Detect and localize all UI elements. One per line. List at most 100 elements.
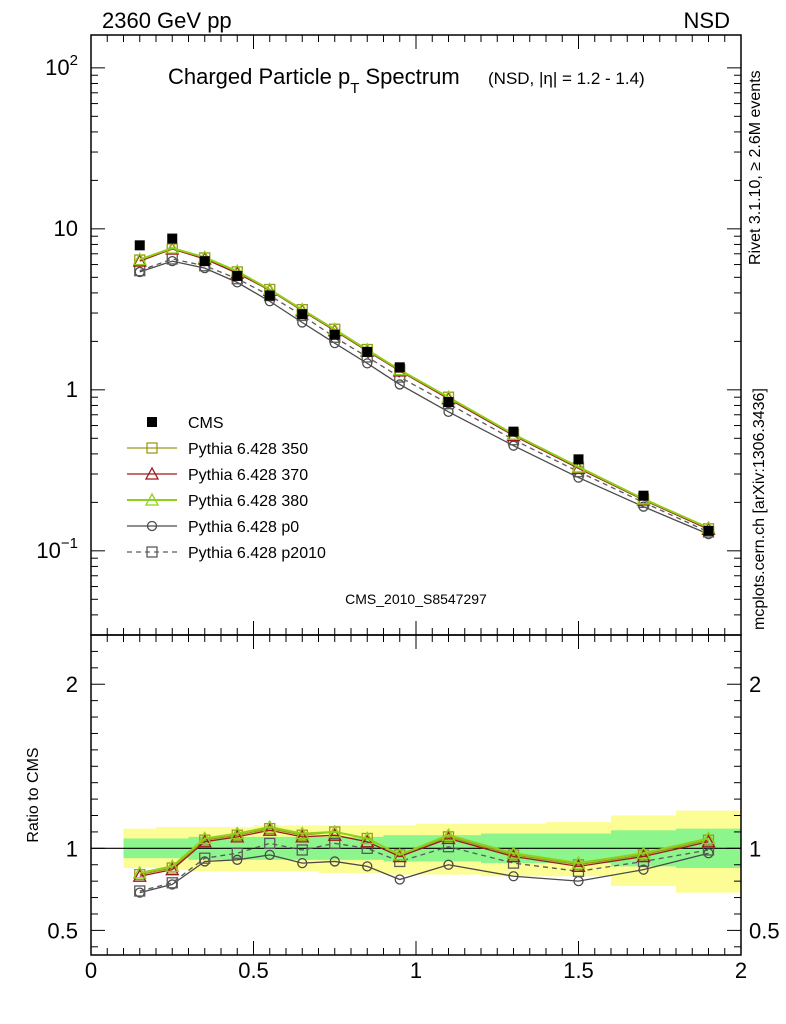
- title-main-prefix: Charged Particle p: [168, 64, 350, 89]
- main-point-cms-7: [362, 346, 373, 357]
- legend-marker-p380: [144, 492, 160, 506]
- header-right: NSD: [684, 8, 730, 33]
- ratio-point-p370-4: [262, 822, 277, 836]
- main-point-cms-4: [264, 290, 275, 301]
- main-point-cms-11: [573, 454, 584, 465]
- ratio-point-p2010-2: [199, 852, 211, 864]
- legend-label-p370: Pythia 6.428 370: [188, 467, 308, 484]
- ratio-line-p370: [139, 829, 709, 877]
- svg-text:Charged Particle pT Spectrum: Charged Particle pT Spectrum: [168, 64, 460, 97]
- legend-label-cms: CMS: [188, 415, 224, 432]
- header-left: 2360 GeV pp: [102, 8, 232, 33]
- x-tick-label-3: 1.5: [563, 958, 594, 983]
- main-point-p380-11: [571, 459, 586, 473]
- ratio-point-p370-10: [506, 849, 521, 863]
- ratio-point-p370-3: [230, 829, 245, 843]
- ratio-point-p0-7: [362, 861, 373, 872]
- ratio-point-p380-7: [360, 831, 375, 845]
- ratio-x-axis: 0 0.5 1 1.5 2: [85, 958, 747, 983]
- ratio-point-p380-5: [295, 826, 310, 840]
- legend-label-p2010: Pythia 6.428 p2010: [188, 545, 326, 562]
- x-tick-label-2: 1: [410, 958, 422, 983]
- main-point-cms-12: [638, 490, 649, 501]
- main-point-cms-5: [297, 309, 308, 320]
- ratio-point-p380-8: [392, 847, 407, 861]
- ratio-point-p370-8: [392, 849, 407, 863]
- ratio-point-p380-11: [571, 855, 586, 869]
- chart-title: Charged Particle pT Spectrum (NSD, |η| =…: [168, 64, 645, 97]
- main-line-p350: [139, 248, 709, 530]
- main-point-cms-2: [199, 256, 210, 267]
- main-point-p0-7: [362, 358, 373, 369]
- main-point-p370-0: [132, 253, 147, 267]
- ratio-ylabel: Ratio to CMS: [25, 747, 42, 842]
- ratio-point-p370-6: [327, 827, 342, 841]
- ratio-data-layer: [132, 819, 716, 898]
- ratio-ytick-label-right-1: 1: [749, 836, 761, 861]
- ratio-point-p0-3: [232, 854, 243, 865]
- legend-label-p380: Pythia 6.428 380: [188, 493, 308, 510]
- ratio-point-p0-9: [443, 859, 454, 870]
- title-qualifier: (NSD, |η| = 1.2 - 1.4): [488, 69, 645, 88]
- ratio-point-p370-9: [441, 831, 456, 845]
- legend: CMS Pythia 6.428 350 Pythia 6.428 370 Pythi…: [127, 415, 326, 562]
- ratio-point-p370-5: [295, 829, 310, 843]
- ratio-ytick-label-left-0: 0.5: [47, 918, 78, 943]
- ratio-panel: 0.5 0.5 1 1 2 2 0 0.5 1 1.5 2: [47, 634, 780, 983]
- main-ytick-label-2: 10: [54, 216, 78, 241]
- main-ytick-label-1: 1: [66, 377, 78, 402]
- ratio-ytick-label-right-0: 0.5: [749, 918, 780, 943]
- main-point-cms-0: [134, 240, 145, 251]
- ratio-point-p2010-5: [296, 844, 308, 856]
- ratio-point-p2010-3: [231, 847, 243, 859]
- main-ytick-label-0: 10−1: [36, 535, 78, 563]
- main-data-layer: [132, 233, 716, 540]
- main-y-axis: 10−1 1 10 102: [36, 52, 741, 636]
- ratio-ytick-label-right-2: 2: [749, 672, 761, 697]
- main-ytick-label-exp-3: 2: [70, 52, 78, 69]
- main-panel: 10−1 1 10 102: [36, 34, 742, 636]
- ratio-line-p380: [139, 825, 709, 874]
- ratio-frame-box: [90, 634, 742, 956]
- ratio-point-p370-1: [165, 862, 180, 876]
- main-point-cms-13: [703, 525, 714, 536]
- ratio-y-axis: 0.5 0.5 1 1 2 2: [47, 650, 780, 948]
- ratio-point-p0-12: [638, 864, 649, 875]
- title-main-sub: T: [350, 80, 359, 97]
- ratio-point-p0-5: [297, 857, 308, 869]
- main-line-p380: [139, 246, 709, 529]
- ratio-point-p2010-6: [329, 837, 341, 850]
- ratio-point-p380-13: [701, 831, 716, 845]
- analysis-id: CMS_2010_S8547297: [345, 591, 487, 607]
- ratio-point-p380-1: [165, 859, 180, 873]
- ratio-point-p370-11: [571, 859, 586, 873]
- ratio-point-p370-0: [132, 868, 147, 882]
- ratio-point-p0-6: [329, 856, 340, 867]
- legend-label-p0: Pythia 6.428 p0: [188, 519, 299, 536]
- main-point-cms-8: [394, 362, 405, 373]
- legend-marker-p370: [144, 466, 160, 480]
- main-point-cms-9: [443, 397, 454, 408]
- title-main-suffix: Spectrum: [359, 64, 459, 89]
- main-ytick-label-3: 102: [45, 52, 78, 80]
- main-point-p380-0: [132, 252, 147, 266]
- legend-marker-p2010: [146, 546, 158, 558]
- ratio-point-p0-8: [394, 874, 405, 885]
- ratio-point-p0-4: [264, 849, 275, 861]
- ratio-point-p380-9: [441, 827, 456, 841]
- ratio-point-p380-6: [327, 824, 342, 838]
- ratio-ytick-label-left-1: 1: [66, 836, 78, 861]
- main-ytick-label-base-2: 10: [54, 216, 78, 241]
- main-point-cms-1: [167, 233, 178, 244]
- ratio-point-p380-4: [262, 819, 277, 833]
- ratio-point-p380-12: [636, 845, 651, 859]
- ratio-frame: [90, 634, 742, 956]
- main-point-p0-9: [443, 406, 454, 417]
- main-ytick-label-base-1: 1: [66, 377, 78, 402]
- ratio-point-p370-13: [701, 834, 716, 848]
- legend-marker-p0: [146, 520, 158, 532]
- ratio-point-p370-12: [636, 849, 651, 863]
- main-line-p370: [139, 248, 709, 530]
- ratio-point-p380-10: [506, 845, 521, 859]
